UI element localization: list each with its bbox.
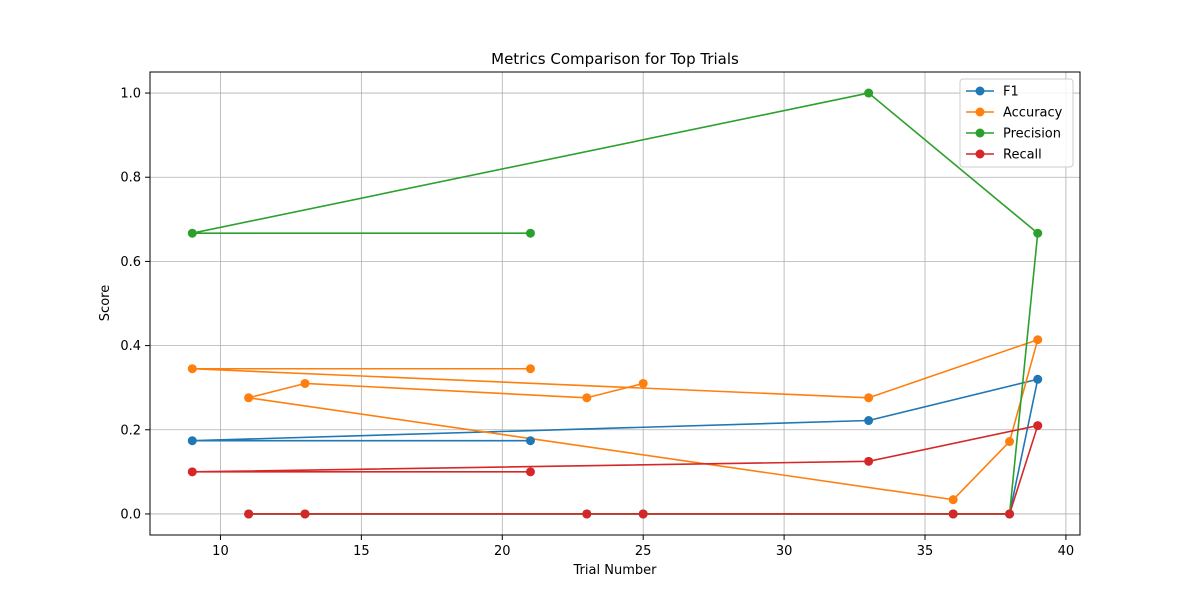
axis-ticks: 10 15 20 25 30 35 40 0.0 0.2 0.4 0.6 0.8 1.0 [120,87,1074,559]
series-lines [191,92,1039,515]
recall-data-point [525,467,535,477]
y-tick-label: 0.0 [120,507,141,522]
y-tick-label: 0.4 [120,339,141,354]
plot-frame [149,71,1081,536]
accuracy-data-point [244,393,254,403]
y-tick-label: 0.6 [120,255,141,270]
precision-data-point [187,228,197,238]
x-tick-label: 15 [353,544,370,559]
precision-data-point [1033,228,1043,238]
y-tick-label: 1.0 [120,87,141,102]
accuracy-data-point [525,364,535,374]
y-tick-label: 0.8 [120,171,141,186]
recall-data-point [1005,509,1015,519]
recall-data-point [244,509,254,519]
precision-data-point [864,88,874,98]
recall-data-point [582,509,592,519]
recall-legend-label: Recall [1003,148,1042,163]
chart-title: Metrics Comparison for Top Trials [491,50,739,68]
x-tick-label: 30 [776,544,793,559]
accuracy-legend-label: Accuracy [1003,106,1063,121]
accuracy-legend-marker [975,107,985,117]
legend-box [959,78,1074,168]
f1-legend-label: F1 [1003,85,1019,100]
accuracy-data-point [187,364,197,374]
recall-data-point [1033,421,1043,431]
recall-data-point [187,467,197,477]
precision-legend-label: Precision [1003,127,1061,142]
x-tick-label: 35 [917,544,934,559]
y-tick-label: 0.2 [120,423,141,438]
f1-data-point [864,416,874,426]
recall-data-point [948,509,958,519]
x-axis-label: Trial Number [573,563,658,578]
accuracy-data-point [1005,437,1015,447]
series-markers [187,88,1043,519]
accuracy-data-point [948,495,958,505]
accuracy-data-point [300,378,310,388]
f1-data-point [1033,374,1043,384]
x-tick-label: 10 [212,544,229,559]
f1-data-point [525,436,535,446]
precision-data-point [525,228,535,238]
accuracy-data-point [638,378,648,388]
f1-legend-marker [975,86,985,96]
x-tick-label: 25 [635,544,652,559]
x-tick-label: 20 [494,544,511,559]
accuracy-data-point [1033,335,1043,345]
recall-series-line [191,424,1039,515]
recall-data-point [864,456,874,466]
y-axis-label: Score [98,285,113,321]
accuracy-data-point [864,393,874,403]
recall-data-point [638,509,648,519]
legend: F1 Accuracy Precision Recall [959,78,1074,168]
recall-data-point [300,509,310,519]
x-tick-label: 40 [1058,544,1075,559]
accuracy-data-point [582,393,592,403]
accuracy-series-line [191,338,1039,501]
precision-legend-marker [975,128,985,138]
f1-data-point [187,436,197,446]
recall-legend-marker [975,149,985,159]
